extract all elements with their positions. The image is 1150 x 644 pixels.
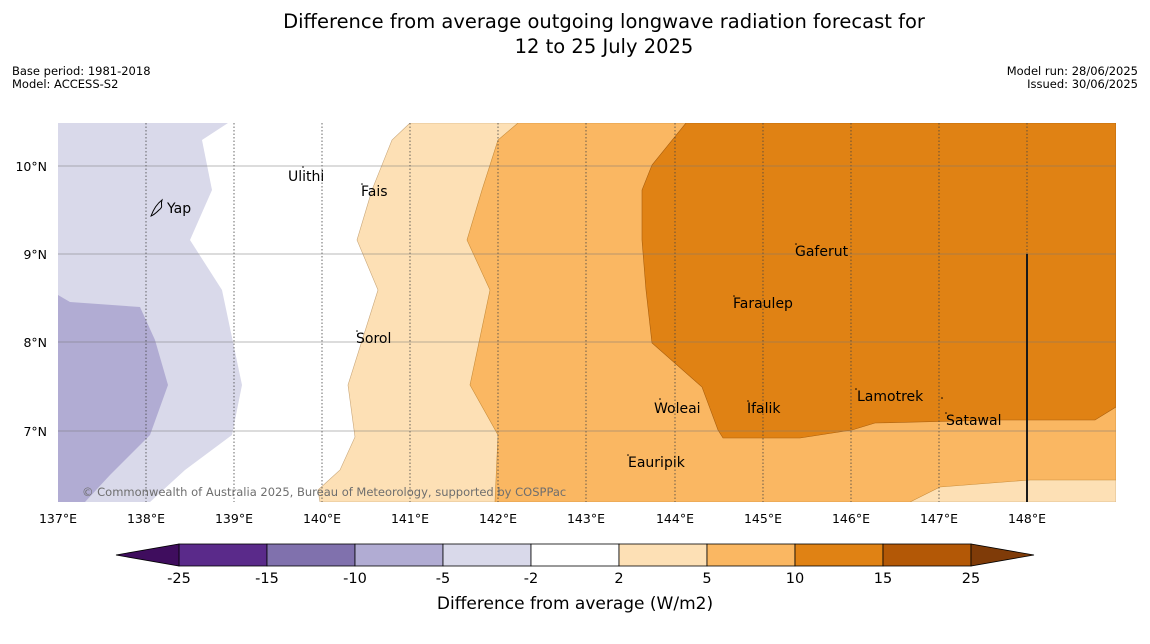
colorbar-segment <box>882 543 972 567</box>
colorbar-segment <box>442 543 532 567</box>
lon-tick-label: 138°E <box>127 511 165 526</box>
place-label-lamotrek: Lamotrek <box>857 389 924 405</box>
place-label-ifalik: Ifalik <box>747 401 781 417</box>
place-label-satawal: Satawal <box>946 413 1001 429</box>
copyright-note: © Commonwealth of Australia 2025, Bureau… <box>82 485 566 499</box>
run-info: Model run: 28/06/2025 Issued: 30/06/2025 <box>1007 65 1138 91</box>
colorbar-segment <box>530 543 620 567</box>
ulithi-dot <box>302 166 304 168</box>
longitude-tick-labels: 137°E 138°E 139°E 140°E 141°E 142°E 143°… <box>39 511 1046 526</box>
lon-tick-label: 146°E <box>832 511 870 526</box>
lon-tick-label: 137°E <box>39 511 77 526</box>
colorbar-tick: -2 <box>524 571 538 587</box>
lon-tick-label: 148°E <box>1008 511 1046 526</box>
colorbar-segments <box>115 543 1035 567</box>
woleai-dot <box>659 398 661 400</box>
place-label-faraulep: Faraulep <box>733 296 793 312</box>
place-label-sorol: Sorol <box>356 331 391 347</box>
colorbar-tick: -5 <box>436 571 450 587</box>
islands <box>150 166 947 456</box>
lon-tick-label: 140°E <box>303 511 341 526</box>
place-label-ulithi: Ulithi <box>288 169 324 185</box>
satawal-dot <box>945 412 947 414</box>
band-plus-10 <box>641 123 1116 439</box>
lon-tick-label: 144°E <box>656 511 694 526</box>
faraulep-dot <box>733 295 735 297</box>
ifalik-dot <box>747 400 749 402</box>
lat-tick-label: 7°N <box>23 424 47 439</box>
base-info: Base period: 1981-2018 Model: ACCESS-S2 <box>12 65 151 91</box>
lon-tick-label: 143°E <box>567 511 605 526</box>
place-label-woleai: Woleai <box>654 401 701 417</box>
colorbar: -25 -15 -10 -5 -2 2 5 10 15 25 <box>115 543 1035 587</box>
colorbar-tick: 2 <box>614 571 623 587</box>
place-label-eauripik: Eauripik <box>628 455 686 471</box>
colorbar-extend-high <box>970 543 1035 567</box>
base-period: Base period: 1981-2018 <box>12 64 151 78</box>
colorbar-segment <box>706 543 796 567</box>
colorbar-tick: -15 <box>255 571 279 587</box>
lon-tick-label: 141°E <box>391 511 429 526</box>
eauripik-dot <box>627 454 629 456</box>
fais-dot <box>361 183 363 185</box>
colorbar-segment <box>794 543 884 567</box>
place-label-yap: Yap <box>166 201 191 217</box>
colorbar-segment <box>354 543 444 567</box>
colorbar-tick: 5 <box>702 571 711 587</box>
issued-date: Issued: 30/06/2025 <box>1027 77 1138 91</box>
lon-tick-label: 147°E <box>920 511 958 526</box>
place-label-fais: Fais <box>361 184 388 200</box>
colorbar-tick: 25 <box>962 571 980 587</box>
colorbar-tick-labels: -25 -15 -10 -5 -2 2 5 10 15 25 <box>167 571 980 587</box>
colorbar-segment <box>266 543 356 567</box>
model-name: Model: ACCESS-S2 <box>12 77 119 91</box>
lat-tick-label: 9°N <box>23 247 47 262</box>
latitude-tick-labels: 10°N 9°N 8°N 7°N <box>15 159 47 439</box>
lon-tick-label: 139°E <box>215 511 253 526</box>
elato-dot <box>941 397 943 399</box>
map-title: Difference from average outgoing longwav… <box>0 9 1150 59</box>
lamotrek-dot <box>855 388 857 390</box>
yap-island-outline <box>150 198 163 217</box>
lat-tick-label: 10°N <box>15 159 47 174</box>
colorbar-label: Difference from average (W/m2) <box>436 594 714 614</box>
colorbar-extend-low <box>115 543 180 567</box>
colorbar-tick: 15 <box>874 571 892 587</box>
colorbar-segment <box>178 543 268 567</box>
colorbar-tick: -25 <box>167 571 191 587</box>
model-run: Model run: 28/06/2025 <box>1006 64 1138 78</box>
band-minus-10 <box>58 295 168 502</box>
lat-tick-label: 8°N <box>23 335 47 350</box>
place-label-gaferut: Gaferut <box>795 244 849 260</box>
lon-tick-label: 142°E <box>479 511 517 526</box>
lon-tick-label: 145°E <box>744 511 782 526</box>
place-labels: Ulithi Fais Yap Sorol Gaferut Faraulep L… <box>166 169 1001 471</box>
colorbar-tick: 10 <box>786 571 804 587</box>
graticule <box>58 123 1116 502</box>
title-line-1: Difference from average outgoing longwav… <box>283 10 925 33</box>
colorbar-segment <box>618 543 708 567</box>
colorbar-tick: -10 <box>343 571 367 587</box>
anomaly-field <box>58 123 1116 502</box>
gaferut-dot <box>795 243 797 245</box>
title-line-2: 12 to 25 July 2025 <box>514 35 694 58</box>
sorol-dot <box>356 330 358 332</box>
